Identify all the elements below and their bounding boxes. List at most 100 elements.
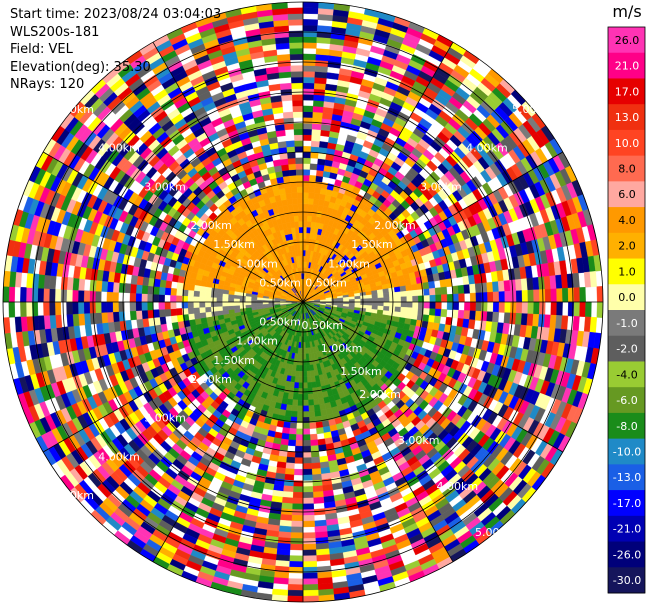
velocity-cell <box>2 286 10 303</box>
velocity-cell <box>316 164 325 172</box>
velocity-cell <box>302 486 314 493</box>
velocity-cell <box>288 433 297 441</box>
velocity-cell <box>302 457 312 464</box>
velocity-cell <box>288 578 304 585</box>
velocity-cell <box>475 301 483 312</box>
velocity-cell <box>245 304 252 309</box>
velocity-cell <box>291 503 304 510</box>
velocity-cell <box>188 283 195 291</box>
velocity-cell <box>486 311 494 323</box>
velocity-cell <box>292 491 304 499</box>
velocity-cell <box>302 215 308 222</box>
velocity-cell <box>446 301 454 311</box>
velocity-cell <box>287 439 296 447</box>
velocity-cell <box>112 281 120 293</box>
velocity-cell <box>305 359 310 366</box>
velocity-cell <box>354 301 361 306</box>
velocity-cell <box>216 297 223 303</box>
velocity-cell <box>54 301 62 316</box>
velocity-cell <box>309 433 318 441</box>
velocity-cell <box>282 491 294 499</box>
velocity-cell <box>25 301 33 317</box>
velocity-cell <box>198 301 206 308</box>
velocity-cell <box>130 274 138 285</box>
velocity-cell <box>314 525 328 533</box>
velocity-cell <box>112 311 120 323</box>
velocity-cell <box>245 301 252 306</box>
velocity-cell <box>293 382 299 389</box>
velocity-cell <box>290 526 304 533</box>
velocity-cell <box>37 287 44 303</box>
velocity-cell <box>394 306 402 313</box>
velocity-cell <box>298 382 304 389</box>
velocity-cell <box>299 359 304 366</box>
velocity-cell <box>433 315 441 324</box>
velocity-cell <box>312 491 324 499</box>
velocity-cell <box>360 295 367 300</box>
velocity-cell <box>312 392 319 400</box>
velocity-cell <box>193 296 200 303</box>
velocity-cell <box>222 301 229 307</box>
velocity-cell <box>302 59 316 66</box>
velocity-cell <box>129 283 137 294</box>
velocity-cell <box>451 285 459 295</box>
velocity-cell <box>371 301 379 307</box>
velocity-cell <box>395 301 402 308</box>
velocity-cell <box>72 289 79 303</box>
velocity-cell <box>458 293 465 303</box>
velocity-cell <box>302 19 318 26</box>
velocity-cell <box>302 94 315 101</box>
velocity-cell <box>317 25 333 33</box>
velocity-cell <box>302 365 307 372</box>
velocity-cell <box>204 296 211 303</box>
velocity-cell <box>313 94 325 102</box>
velocity-cell <box>210 296 217 303</box>
velocity-cell <box>193 312 201 320</box>
velocity-cell <box>308 192 315 199</box>
velocity-cell <box>187 301 194 309</box>
velocity-cell <box>170 287 177 296</box>
velocity-cell <box>585 301 592 318</box>
velocity-cell <box>193 284 201 292</box>
velocity-cell <box>147 293 154 303</box>
velocity-cell <box>164 308 172 317</box>
velocity-cell <box>302 532 316 539</box>
velocity-cell <box>314 71 328 79</box>
velocity-cell <box>406 307 413 314</box>
velocity-cell <box>302 428 311 435</box>
velocity-cell <box>176 308 183 316</box>
velocity-cell <box>302 163 311 170</box>
velocity-cell <box>72 313 80 327</box>
velocity-cell <box>310 146 320 154</box>
velocity-cell <box>227 305 235 311</box>
velocity-cell <box>14 361 25 379</box>
velocity-cell <box>389 296 396 303</box>
velocity-cell <box>180 570 198 583</box>
velocity-cell <box>295 440 304 447</box>
velocity-cell <box>302 538 316 545</box>
velocity-cell <box>510 290 517 303</box>
velocity-cell <box>302 549 317 557</box>
velocity-cell <box>164 301 171 310</box>
velocity-cell <box>302 209 309 216</box>
velocity-cell <box>302 370 308 378</box>
velocity-cell <box>313 100 325 108</box>
velocity-cell <box>405 284 413 292</box>
velocity-cell <box>429 287 436 296</box>
velocity-cell <box>141 293 148 303</box>
velocity-cell <box>307 209 313 217</box>
velocity-cell <box>492 291 500 303</box>
velocity-cell <box>589 316 598 333</box>
velocity-cell <box>302 157 311 164</box>
velocity-cell <box>406 290 413 297</box>
velocity-cell <box>415 43 432 56</box>
velocity-cell <box>423 308 430 316</box>
velocity-cell <box>291 405 298 412</box>
velocity-cell <box>239 301 246 306</box>
velocity-cell <box>302 503 315 510</box>
velocity-cell <box>239 304 246 309</box>
velocity-cell <box>302 463 312 470</box>
velocity-cell <box>492 311 500 323</box>
velocity-cell <box>83 312 91 326</box>
velocity-cell <box>441 294 448 303</box>
